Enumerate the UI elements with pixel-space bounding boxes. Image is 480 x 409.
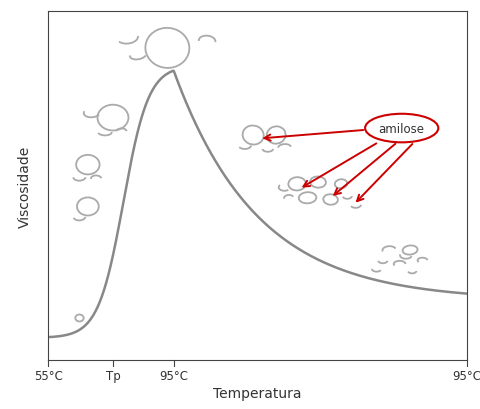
Text: amilose: amilose: [378, 122, 424, 135]
Text: 55°C: 55°C: [34, 369, 62, 382]
Text: 95°C: 95°C: [159, 369, 188, 382]
Text: 95°C: 95°C: [451, 369, 480, 382]
Text: Temperatura: Temperatura: [213, 386, 301, 400]
Text: Viscosidade: Viscosidade: [18, 145, 32, 227]
Text: Tp: Tp: [106, 369, 120, 382]
